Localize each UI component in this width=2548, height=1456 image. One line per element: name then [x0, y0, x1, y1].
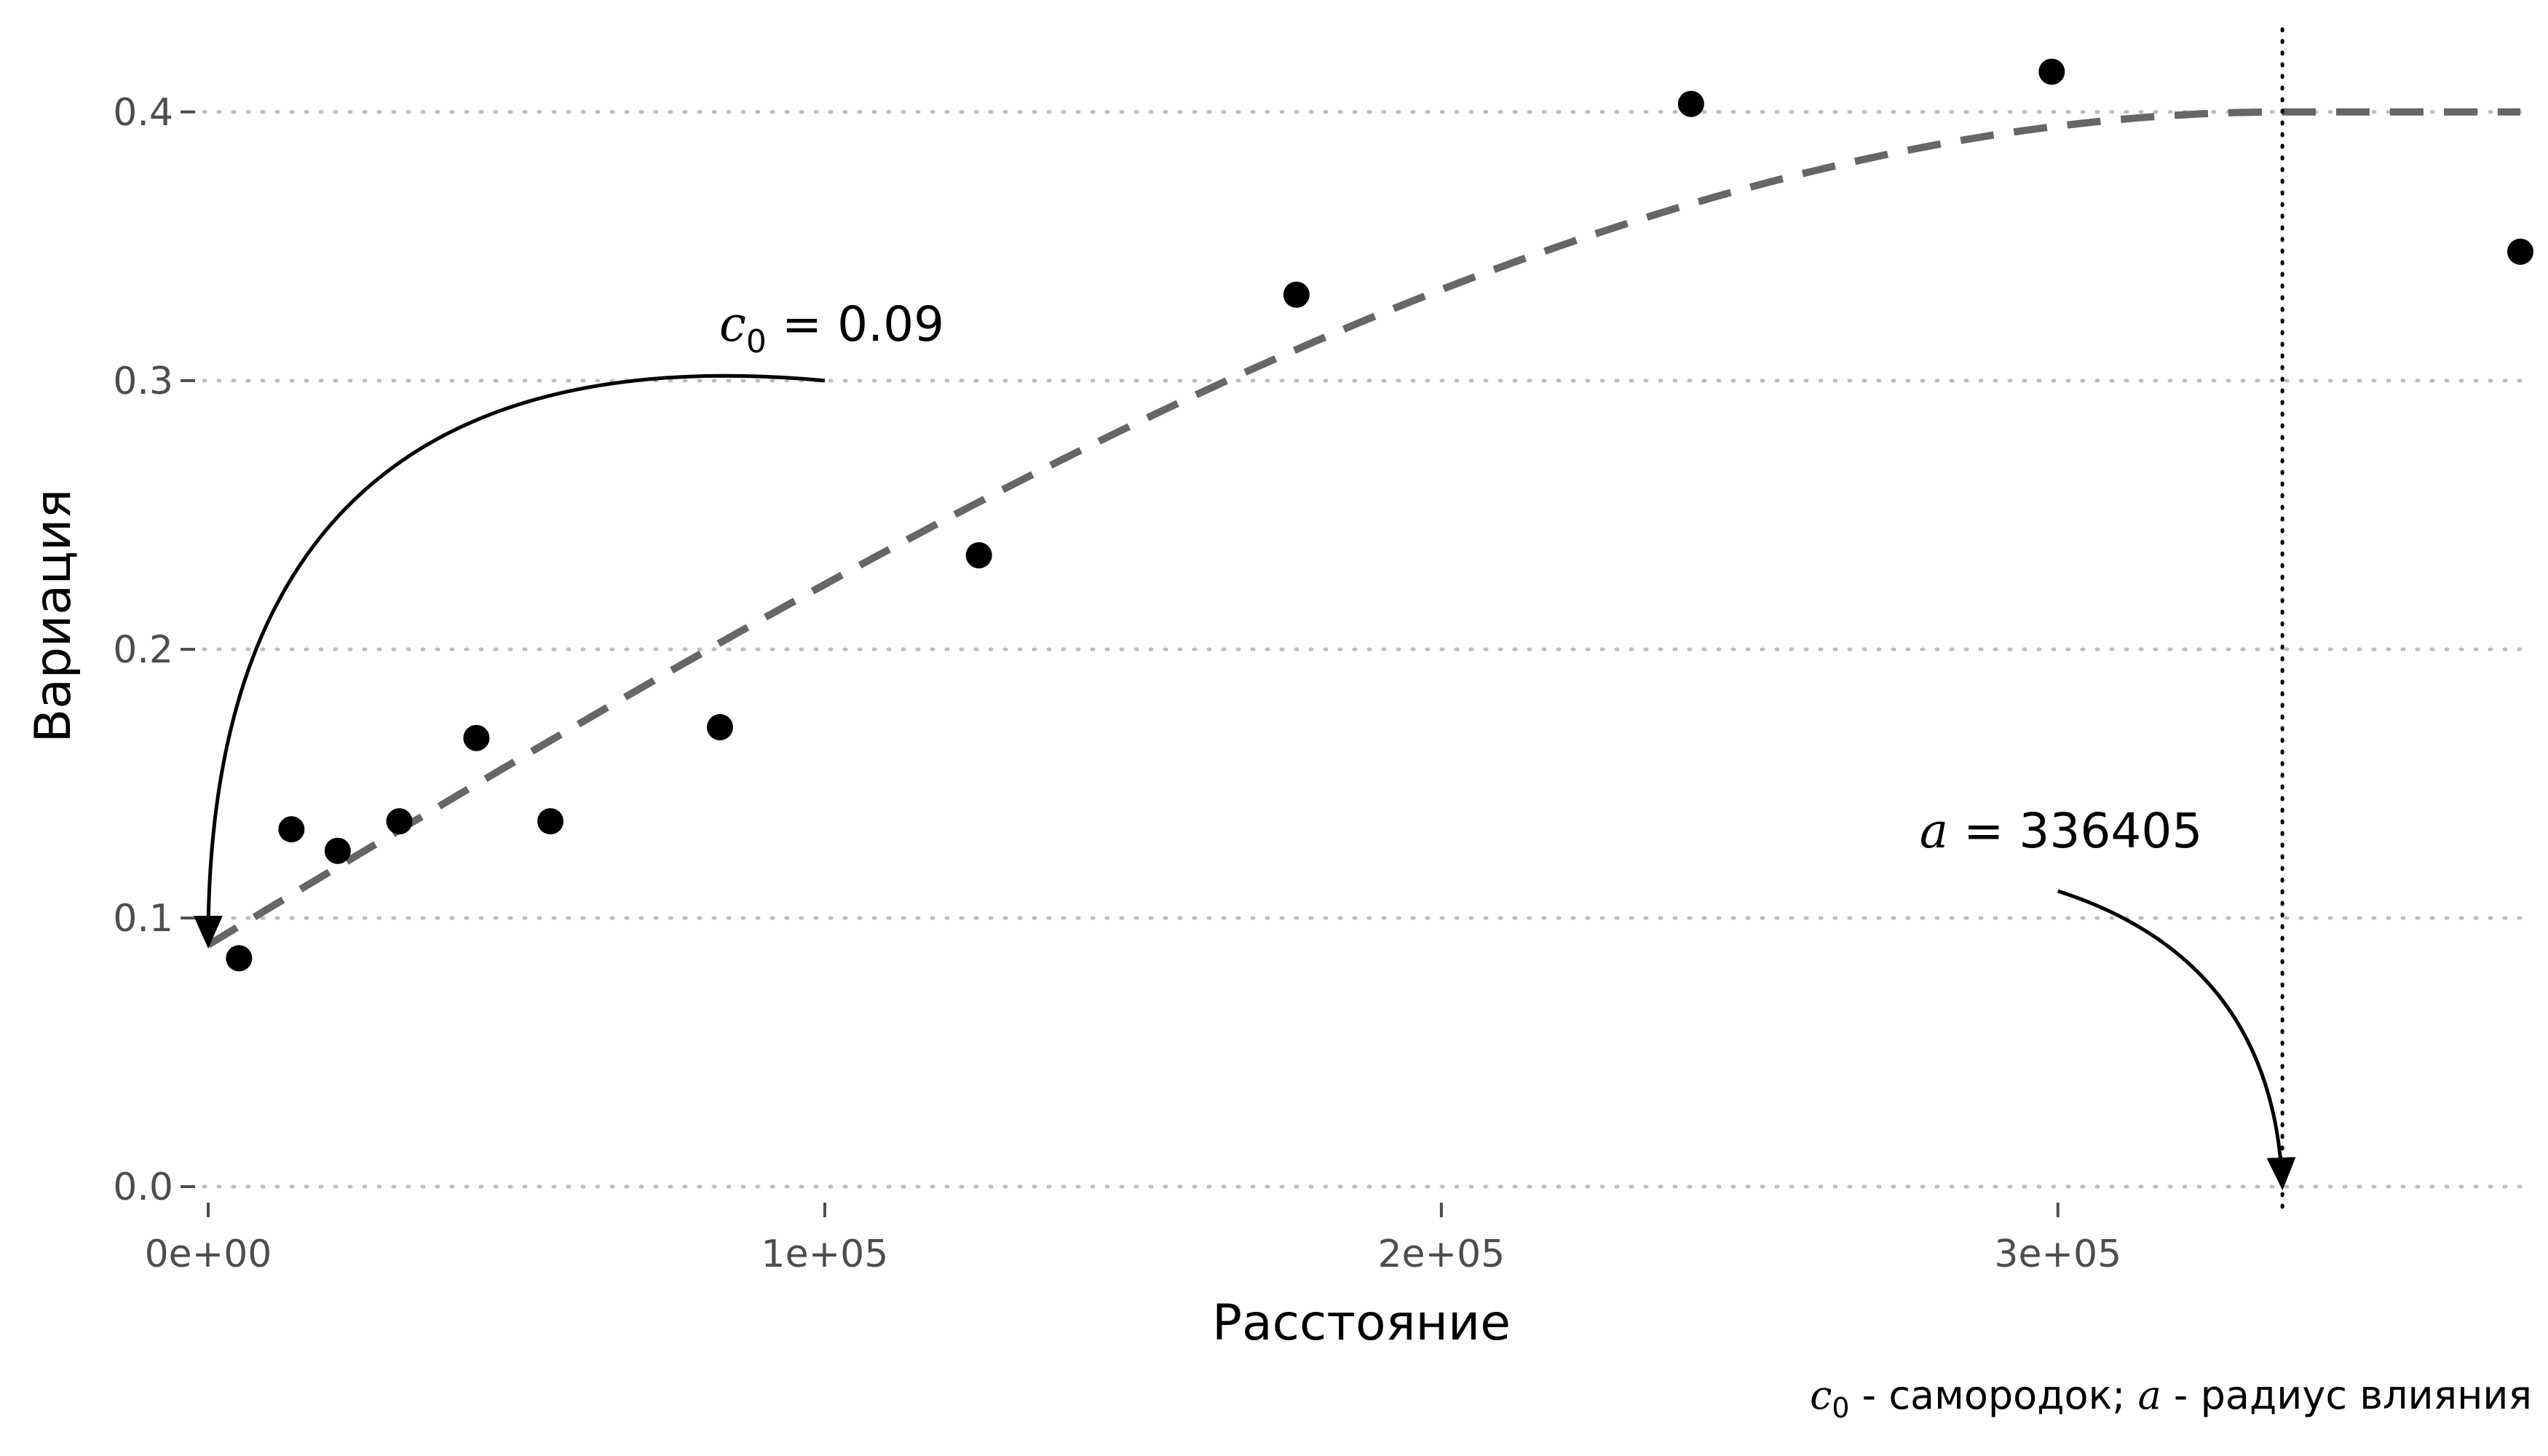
- caption-nugget-text: - самородок;: [1850, 1372, 2138, 1418]
- annotation-value: = 0.09: [767, 296, 944, 352]
- y-axis-title: Вариация: [25, 489, 82, 743]
- y-tick-label: 0.4: [113, 91, 173, 135]
- data-point: [463, 724, 490, 751]
- model-curve: [206, 108, 2520, 949]
- axes: 0.0 0.1 0.2 0.3 0.4 0e+00 1e+05 2e+05 3e+05: [113, 91, 2121, 1276]
- annotations: c0 = 0.09 a = 336405: [193, 296, 2296, 1190]
- y-tick-label: 0.3: [113, 360, 173, 403]
- x-tick-label: 3e+05: [1994, 1233, 2121, 1276]
- y-tick-label: 0.1: [113, 897, 173, 941]
- data-point: [2038, 58, 2065, 85]
- caption-range-symbol: a: [2138, 1372, 2161, 1418]
- data-point: [1677, 90, 1704, 117]
- data-point: [386, 808, 413, 835]
- caption-nugget-symbol: c: [1810, 1372, 1832, 1418]
- annotation-subscript: 0: [746, 323, 767, 360]
- caption-range-text: - радиус влияния: [2161, 1372, 2532, 1418]
- fitted-model-line: [206, 108, 2520, 949]
- annotation-symbol: a: [1920, 803, 1948, 859]
- data-point: [706, 713, 733, 740]
- data-point: [226, 945, 253, 972]
- caption-nugget-subscript: 0: [1832, 1392, 1849, 1424]
- grid-lines: [202, 110, 2525, 1189]
- y-tick-label: 0.2: [113, 628, 173, 672]
- chart-caption: c0 - самородок; a - радиус влияния: [1810, 1372, 2532, 1424]
- x-tick-label: 0e+00: [145, 1233, 272, 1276]
- data-point: [537, 808, 564, 835]
- data-point: [1283, 281, 1310, 308]
- annotation-value: = 336405: [1948, 803, 2202, 859]
- data-point: [324, 837, 351, 864]
- x-axis-title: Расстояние: [1212, 1294, 1511, 1352]
- y-tick-label: 0.0: [113, 1166, 173, 1209]
- annotation-arrow: [193, 373, 826, 949]
- data-points: [226, 58, 2533, 972]
- x-tick-label: 2e+05: [1377, 1233, 1505, 1276]
- annotation-label: a = 336405: [1920, 803, 2203, 859]
- data-point: [2507, 238, 2533, 265]
- data-point: [278, 816, 305, 843]
- annotation-arrow: [2057, 889, 2296, 1190]
- annotation-label: c0 = 0.09: [719, 296, 944, 360]
- annotation-symbol: c: [719, 296, 746, 352]
- x-tick-label: 1e+05: [761, 1233, 889, 1276]
- data-point: [965, 542, 992, 569]
